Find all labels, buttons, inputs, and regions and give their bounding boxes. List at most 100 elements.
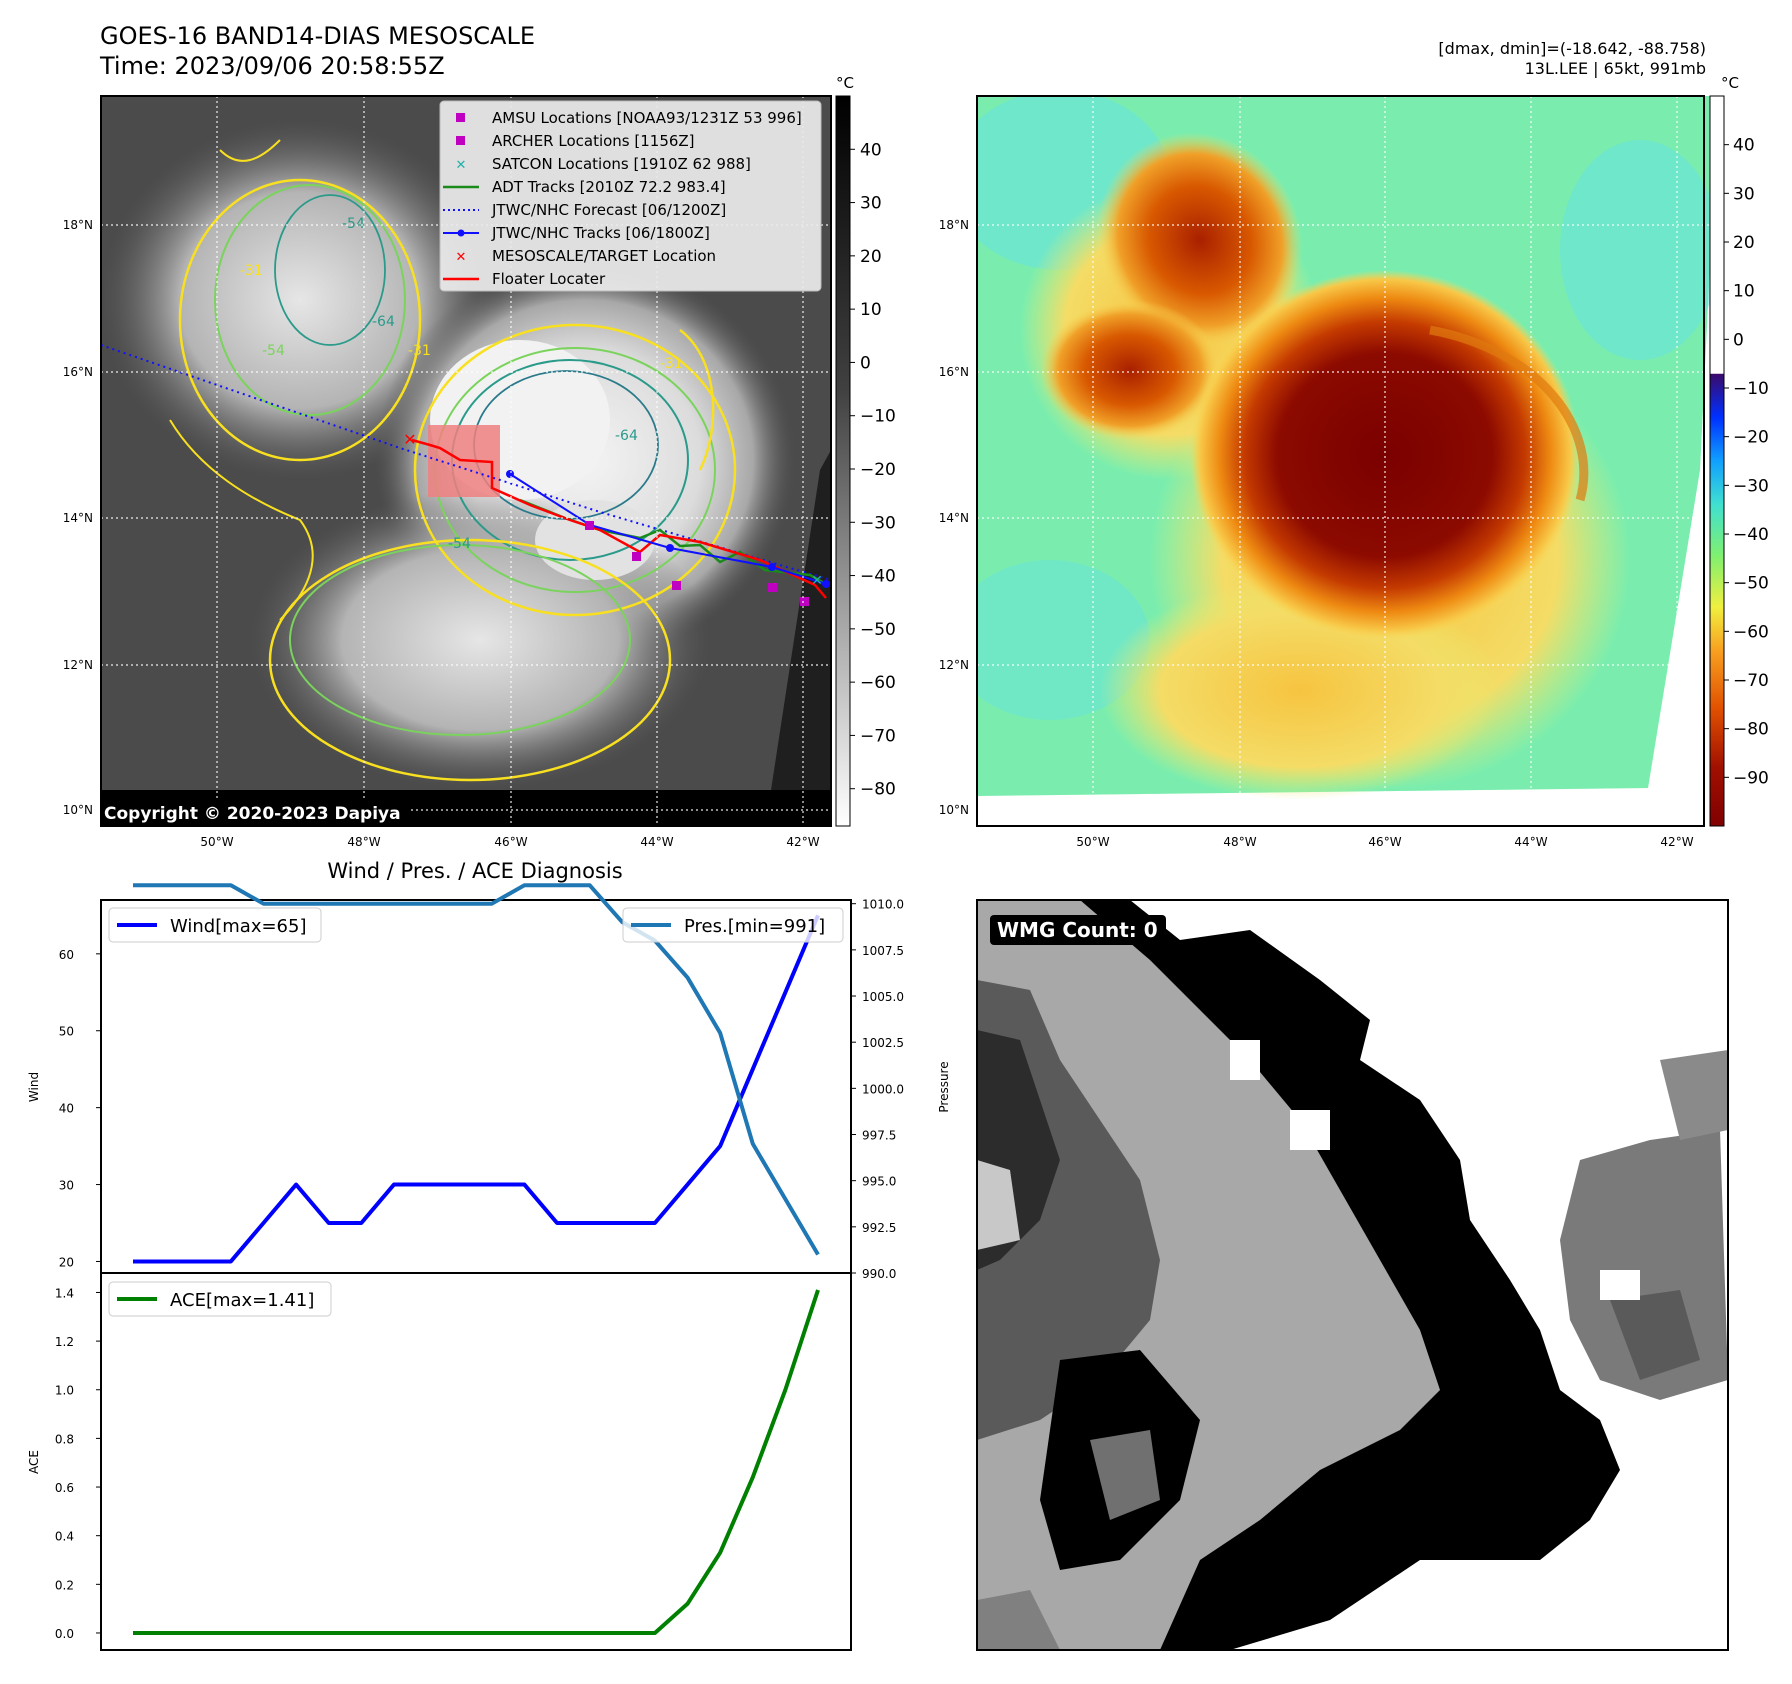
colorbar-tick-label: 20 [1733,233,1755,253]
pressure-legend: Pres.[min=991] [622,907,844,943]
contour-label: -54 [448,536,471,552]
legend-entry: ARCHER Locations [1156Z] [456,132,695,150]
legend-label: ADT Tracks [2010Z 72.2 983.4] [492,178,726,196]
colorbar-tick-label: −40 [860,567,896,587]
contour-label: -54 [342,216,365,232]
legend-label: JTWC/NHC Tracks [06/1800Z] [491,224,710,242]
wmg-frame [976,899,1729,1651]
ace-legend: ACE[max=1.41] [108,1281,332,1317]
colorbar-tick-label: −80 [860,780,896,800]
y-tick-label: 0.2 [55,1578,74,1592]
diagnosis-chart: 20 30 40 50 60 990.0 992.5 995.0 997.5 1000.0 1002… [27,883,951,1651]
wind-legend: Wind[max=65] [108,907,322,943]
svg-text:16°N: 16°N [63,365,93,379]
legend-entry: Floater Locater [443,270,606,288]
colorbar-tick-label: −50 [860,620,896,640]
contour-yellow-north [178,178,422,462]
ir-map-panel: -31 -54 -64 -31 -54 -31 -64 -54 [63,74,896,849]
bd-cold-core [1190,270,1580,640]
legend-square-marker [456,113,465,122]
wmg-panel: WMG Count: 0 [976,899,1729,1651]
bd-map-frame [976,95,1705,827]
svg-text:42°W: 42°W [786,835,819,849]
legend-entry: JTWC/NHC Forecast [06/1200Z] [443,201,726,219]
svg-text:48°W: 48°W [1223,835,1256,849]
archer-marker [632,552,641,561]
legend-entry: AMSU Locations [NOAA93/1231Z 53 996] [456,109,802,127]
ir-map-legend: AMSU Locations [NOAA93/1231Z 53 996] ARCH… [439,100,822,292]
bd-colorbar: °C 40 30 20 10 0 −10 −20 −30 −40 −50 −60 −70 −80 −90 [1709,74,1769,827]
colorbar-tick-label: 40 [1733,136,1755,156]
svg-text:42°W: 42°W [1660,835,1693,849]
y-tick-label: 1010.0 [862,898,904,912]
ir-no-data-region [771,450,831,826]
legend-label: JTWC/NHC Forecast [06/1200Z] [491,201,726,219]
colorbar-tick-label: −40 [1733,525,1769,545]
series-line [133,1289,820,1635]
y-tick-label: 1002.5 [862,1036,904,1050]
svg-text:Pres.[min=991]: Pres.[min=991] [684,916,825,937]
archer-marker [672,581,681,590]
ir-map-lat-labels: 18°N 16°N 14°N 12°N 10°N [63,218,93,817]
satcon-marker: ✕ [811,573,823,589]
dmax-dmin-text: [dmax, dmin]=(-18.642, -88.758) [1438,39,1706,58]
y-tick-label: 1005.0 [862,990,904,1004]
mesoscale-target-marker: ✕ [403,430,416,449]
y-tick-label: 1.4 [55,1286,74,1300]
y-tick-label: 1.2 [55,1335,74,1349]
svg-text:12°N: 12°N [939,658,969,672]
bd-map-lat-labels: 18°N 16°N 14°N 12°N 10°N [939,218,969,817]
contour-yellow-core [413,323,737,617]
ir-colorbar: °C 40 30 20 10 0 −10 −20 −30 −40 −50 −60 −70 −80 [835,74,896,827]
bd-map-panel: 50°W 48°W 46°W 44°W 42°W 18°N 16°N 14°N … [939,74,1769,849]
colorbar-tick-label: 0 [1733,330,1744,350]
svg-text:10°N: 10°N [63,803,93,817]
archer-marker [768,583,777,592]
legend-dot [457,229,465,237]
svg-text:14°N: 14°N [939,511,969,525]
colorbar-tick-label: −70 [860,726,896,746]
svg-text:°C: °C [1721,74,1739,92]
bd-cold-band-north [1097,132,1303,348]
colorbar-tick-label: 30 [860,194,882,214]
storm-info-text: 13L.LEE | 65kt, 991mb [1525,59,1706,78]
svg-text:14°N: 14°N [63,511,93,525]
contour-label: -31 [408,343,431,359]
y-tick-label: 0.8 [55,1432,74,1446]
svg-text:46°W: 46°W [1368,835,1401,849]
contour-yellow-south [268,538,672,782]
colorbar-tick-label: −90 [1733,768,1769,788]
contour-label: -64 [372,314,395,330]
svg-text:50°W: 50°W [200,835,233,849]
y-tick-label: 0.4 [55,1530,74,1544]
svg-text:12°N: 12°N [63,658,93,672]
svg-text:18°N: 18°N [939,218,969,232]
colorbar-tick-label: 30 [1733,184,1755,204]
colorbar-tick-label: −70 [1733,671,1769,691]
archer-marker [800,597,809,606]
svg-text:18°N: 18°N [63,218,93,232]
y-tick-label: 995.0 [862,1175,896,1189]
contour-label: -31 [240,263,263,279]
svg-text:16°N: 16°N [939,365,969,379]
y-tick-label: 990.0 [862,1267,896,1281]
y-tick-label: 992.5 [862,1221,896,1235]
colorbar-tick-label: 40 [860,140,882,160]
colorbar-tick-label: −20 [860,460,896,480]
pressure-axis-label: Pressure [937,1061,951,1112]
legend-label: SATCON Locations [1910Z 62 988] [492,155,751,173]
figure-time: Time: 2023/09/06 20:58:55Z [99,52,445,80]
y-tick-label: 50 [59,1025,74,1039]
colorbar-tick-label: −50 [1733,574,1769,594]
legend-entry: ADT Tracks [2010Z 72.2 983.4] [443,178,726,196]
y-tick-label: 40 [59,1102,74,1116]
y-tick-label: 1007.5 [862,944,904,958]
legend-entry: ✕ MESOSCALE/TARGET Location [456,247,717,265]
legend-label: MESOSCALE/TARGET Location [492,247,716,265]
y-tick-label: 30 [59,1179,74,1193]
floater-locater-line [411,438,827,599]
colorbar-tick-label: 20 [860,247,882,267]
legend-entry: JTWC/NHC Tracks [06/1800Z] [443,224,710,242]
legend-entry: ✕ SATCON Locations [1910Z 62 988] [456,155,751,173]
